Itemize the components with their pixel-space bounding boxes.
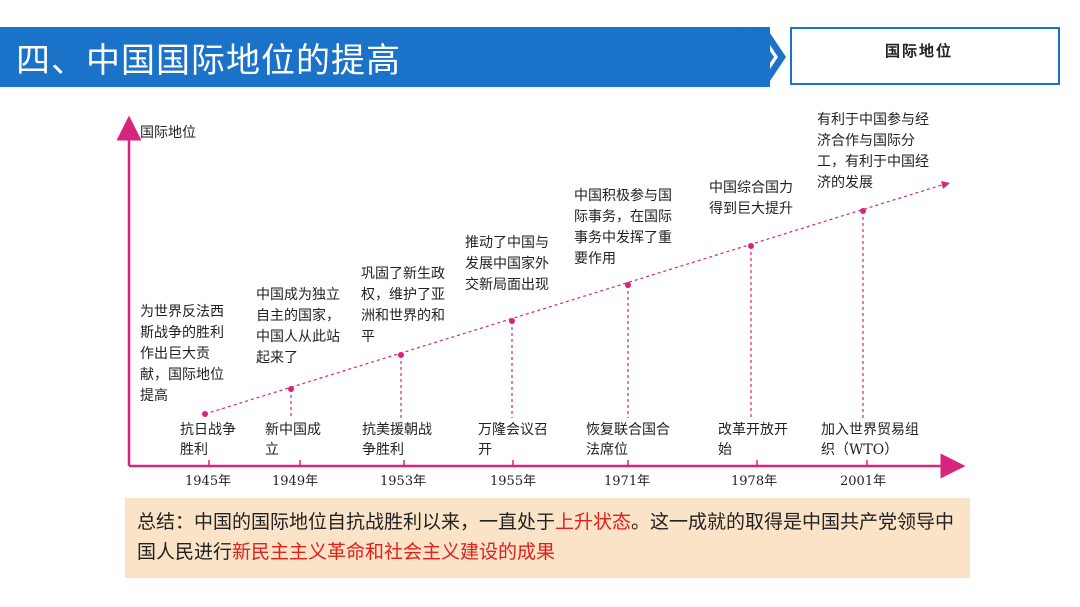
- year-2001: 2001年: [840, 474, 887, 489]
- summary-highlight-1: 上升状态: [555, 511, 632, 533]
- note-1945: 为世界反法西斯战争的胜利作出巨大贡献，国际地位提高: [140, 304, 224, 404]
- note-2001: 有利于中国参与经济合作与国际分工，有利于中国经济的发展: [817, 112, 929, 191]
- note-1955: 推动了中国与发展中国家外交新局面出现: [465, 235, 549, 293]
- year-1953: 1953年: [380, 474, 427, 489]
- page-title: 四、中国国际地位的提高: [16, 41, 401, 81]
- event-1978: 改革开放开始: [718, 422, 788, 458]
- year-1949: 1949年: [272, 474, 319, 489]
- event-2001: 加入世界贸易组织（WTO）: [821, 422, 919, 458]
- year-1955: 1955年: [490, 474, 537, 489]
- y-axis-label: 国际地位: [140, 125, 196, 141]
- point-1955: [509, 318, 515, 324]
- summary-text-1: 总结：中国的国际地位自抗战胜利以来，一直处于: [137, 511, 556, 533]
- summary-text-2: 。这一成就的取得是中国共产党领导中国人民进行: [137, 511, 955, 563]
- point-1945: [202, 411, 208, 417]
- point-1953: [398, 352, 404, 358]
- event-1949: 新中国成立: [265, 422, 321, 458]
- topic-label: 国际地位: [885, 42, 954, 60]
- note-1953: 巩固了新生政权，维护了亚洲和世界的和平: [361, 266, 445, 345]
- point-1978: [748, 243, 754, 249]
- year-1945: 1945年: [185, 474, 232, 489]
- note-1949: 中国成为独立自主的国家，中国人从此站起来了: [256, 287, 340, 366]
- year-1978: 1978年: [731, 474, 778, 489]
- point-2001: [860, 208, 866, 214]
- summary-box: 总结：中国的国际地位自抗战胜利以来，一直处于上升状态。这一成就的取得是中国共产党…: [125, 498, 970, 578]
- note-1978: 中国综合国力得到巨大提升: [709, 180, 793, 217]
- trend-arrow-icon: [941, 181, 950, 189]
- event-1945: 抗日战争胜利: [180, 422, 236, 458]
- summary-highlight-2: 新民主主义革命和社会主义建设的成果: [232, 541, 556, 563]
- event-1955: 万隆会议召开: [478, 422, 548, 458]
- topic-label-box: [790, 27, 1060, 85]
- title-bar: [0, 27, 770, 87]
- year-1971: 1971年: [604, 474, 651, 489]
- event-1971: 恢复联合国合法席位: [586, 422, 670, 458]
- note-1971: 中国积极参与国际事务，在国际事务中发挥了重要作用: [574, 188, 672, 267]
- point-1971: [625, 282, 631, 288]
- event-1953: 抗美援朝战争胜利: [362, 422, 432, 458]
- point-1949: [288, 386, 294, 392]
- chevron-decoration-icon: [740, 27, 786, 87]
